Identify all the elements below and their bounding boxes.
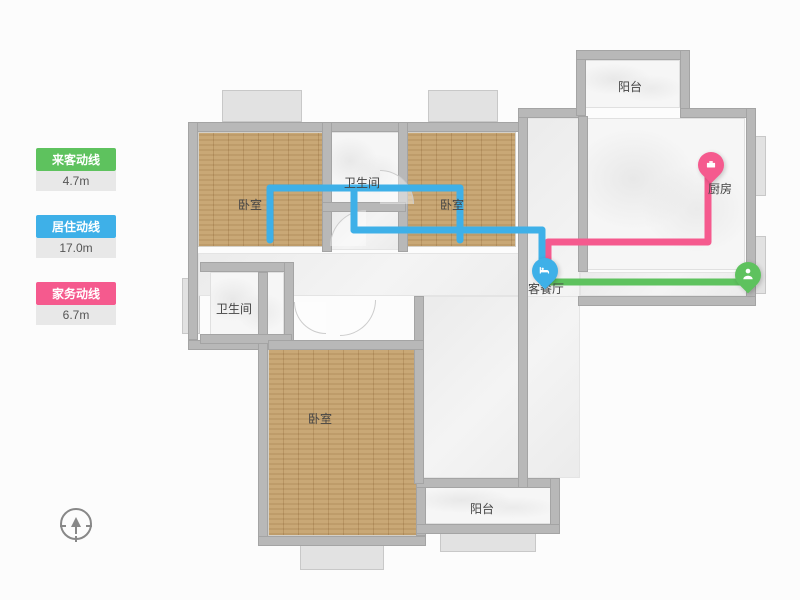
wall-segment xyxy=(258,536,426,546)
legend-value: 6.7m xyxy=(36,305,116,325)
room-label-bedroom-tl: 卧室 xyxy=(238,196,262,213)
wall-segment xyxy=(550,478,560,528)
legend-item-visitor: 来客动线 4.7m xyxy=(36,148,116,191)
person-icon xyxy=(741,267,755,283)
legend-label: 家务动线 xyxy=(36,282,116,305)
legend: 来客动线 4.7m 居住动线 17.0m 家务动线 6.7m xyxy=(36,148,116,349)
wall-segment xyxy=(680,108,752,118)
room-bedroom-bottom xyxy=(268,346,418,536)
room-label-bath-top: 卫生间 xyxy=(344,174,380,191)
room-label-bedroom-tr: 卧室 xyxy=(440,196,464,213)
room-bedroom-tl xyxy=(198,132,323,247)
compass-icon xyxy=(60,508,92,540)
room-living-low xyxy=(422,296,580,478)
room-living-ext xyxy=(580,272,752,296)
wall-segment xyxy=(322,122,332,252)
wall-segment xyxy=(680,50,690,116)
wall-segment xyxy=(518,108,528,488)
room-label-bath-mid: 卫生间 xyxy=(216,300,252,317)
legend-value: 17.0m xyxy=(36,238,116,258)
wall-segment xyxy=(576,50,690,60)
door-arc xyxy=(340,300,376,336)
floorplan: 阳台厨房卧室卫生间卧室客餐厅卫生间卧室阳台 xyxy=(160,40,770,570)
wall-segment xyxy=(416,524,560,534)
exterior-outline xyxy=(300,542,384,570)
wall-segment xyxy=(188,122,528,132)
wall-segment xyxy=(414,296,424,484)
room-label-balcony-bottom: 阳台 xyxy=(470,500,494,517)
legend-value: 4.7m xyxy=(36,171,116,191)
wall-segment xyxy=(188,122,198,340)
wall-segment xyxy=(258,272,268,544)
legend-item-living: 居住动线 17.0m xyxy=(36,215,116,258)
wall-segment xyxy=(578,116,588,272)
pot-icon xyxy=(704,157,718,173)
door-arc xyxy=(294,302,326,334)
exterior-outline xyxy=(222,90,302,122)
wall-segment xyxy=(200,262,290,272)
legend-label: 来客动线 xyxy=(36,148,116,171)
wall-segment xyxy=(416,478,558,488)
wall-segment xyxy=(518,108,580,118)
legend-item-chores: 家务动线 6.7m xyxy=(36,282,116,325)
bed-icon xyxy=(538,263,552,279)
wall-segment xyxy=(284,262,294,342)
exterior-outline xyxy=(428,90,498,122)
wall-segment xyxy=(578,296,756,306)
room-label-bedroom-bottom: 卧室 xyxy=(308,410,332,427)
wall-segment xyxy=(268,340,424,350)
legend-label: 居住动线 xyxy=(36,215,116,238)
room-bedroom-tr xyxy=(406,132,516,247)
room-label-balcony-top: 阳台 xyxy=(618,78,642,95)
